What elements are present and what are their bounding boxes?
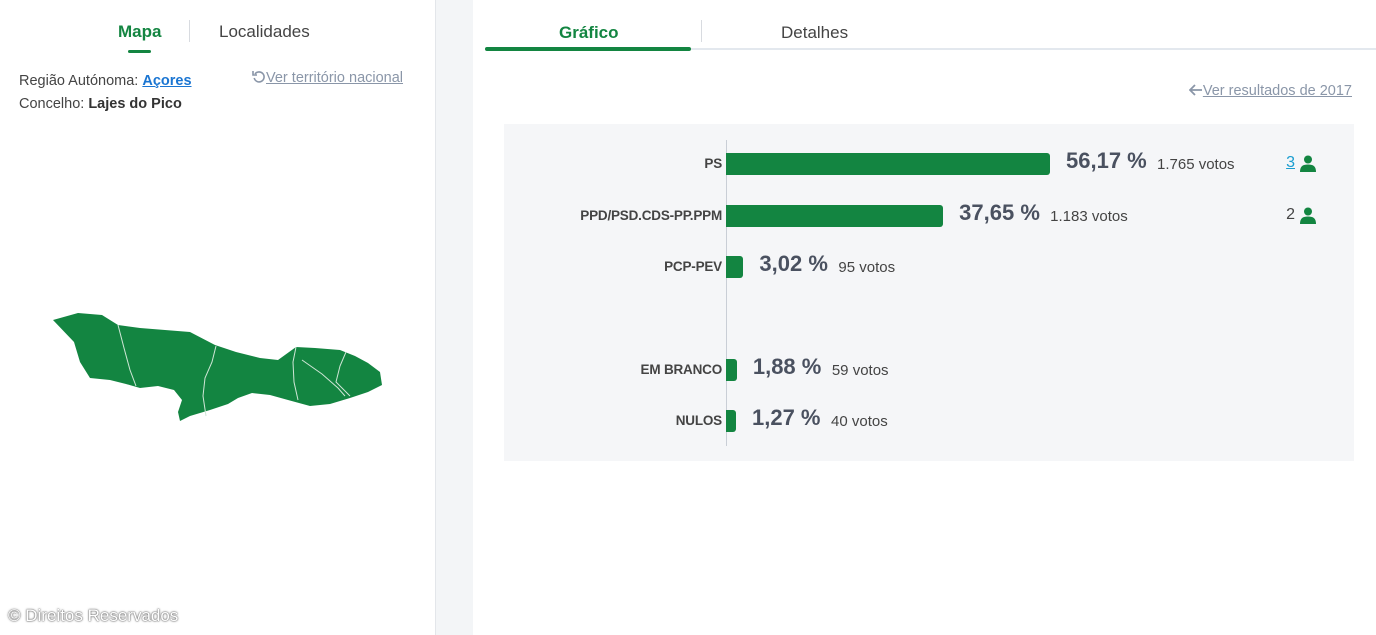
map-border xyxy=(301,359,346,397)
results-chart: PS 56,17 % 1.765 votos 3 PPD/PSD.CDS-PP.PPM 3… xyxy=(504,124,1354,461)
bar xyxy=(726,359,737,381)
chart-row: EM BRANCO 1,88 % 59 votos xyxy=(504,354,1354,382)
left-panel: Mapa Localidades Região Autónoma: Açores… xyxy=(0,0,435,635)
ver-territorio-nacional-link[interactable]: Ver território nacional xyxy=(252,70,403,86)
map-region[interactable] xyxy=(53,313,382,421)
person-icon xyxy=(1300,207,1316,224)
person-icon xyxy=(1300,155,1316,172)
region-line: Região Autónoma: Açores xyxy=(19,70,192,93)
left-tabs: Mapa Localidades xyxy=(0,20,435,54)
bar-label: EM BRANCO xyxy=(640,362,723,377)
seats-count[interactable]: 3 xyxy=(1286,154,1316,172)
chart-row: NULOS 1,27 % 40 votos xyxy=(504,405,1354,433)
bar xyxy=(726,256,744,278)
map-border xyxy=(292,346,299,401)
location-info: Região Autónoma: Açores Concelho: Lajes … xyxy=(19,70,192,116)
bar-votes-label: 59 votos xyxy=(831,362,889,379)
bar-label: PCP-PEV xyxy=(664,259,722,274)
panel-gutter xyxy=(435,0,473,635)
tab-detalhes[interactable]: Detalhes xyxy=(781,23,849,42)
ver-resultados-label: Ver resultados de 2017 xyxy=(1202,83,1352,99)
concelho-line: Concelho: Lajes do Pico xyxy=(19,93,192,116)
tab-grafico[interactable]: Gráfico xyxy=(559,23,619,42)
right-panel: Gráfico Detalhes Ver resultados de 2017 … xyxy=(474,0,1376,635)
chart-row: PCP-PEV 3,02 % 95 votos xyxy=(504,251,1354,279)
tab-mapa[interactable]: Mapa xyxy=(118,22,162,53)
bar xyxy=(726,410,736,432)
map-border xyxy=(202,345,217,417)
bar-votes-label: 1.183 votos xyxy=(1050,208,1128,225)
map-border xyxy=(117,324,137,387)
right-tabs: Gráfico Detalhes xyxy=(485,18,1376,51)
bar-label: PS xyxy=(704,156,722,171)
bar-value-label: 1,88 % xyxy=(752,354,822,379)
bar-votes-label: 1.765 votos xyxy=(1157,156,1235,173)
tab-localidades[interactable]: Localidades xyxy=(219,22,310,41)
bar-value-label: 3,02 % xyxy=(759,251,828,276)
bar-value-label: 1,27 % xyxy=(752,405,821,430)
tab-underline xyxy=(485,47,691,51)
reset-icon xyxy=(252,71,265,83)
chart-axis xyxy=(726,140,727,446)
seats-number: 2 xyxy=(1286,206,1295,223)
bar xyxy=(726,205,944,227)
bar-label: PPD/PSD.CDS-PP.PPM xyxy=(580,208,722,223)
bar xyxy=(726,153,1050,175)
chart-row: PS 56,17 % 1.765 votos 3 xyxy=(504,148,1354,176)
ver-resultados-2017-link[interactable]: Ver resultados de 2017 xyxy=(1188,83,1352,99)
bar-value-label: 37,65 % xyxy=(959,200,1040,225)
concelho-map xyxy=(53,313,382,421)
bar-value-label: 56,17 % xyxy=(1066,148,1147,173)
map-border xyxy=(335,351,351,397)
arrow-left-icon xyxy=(1188,84,1202,96)
seats-number[interactable]: 3 xyxy=(1286,154,1295,171)
bar-label: NULOS xyxy=(675,413,722,428)
concelho-value: Lajes do Pico xyxy=(88,96,182,112)
tab-separator xyxy=(189,20,190,42)
region-link[interactable]: Açores xyxy=(142,73,192,89)
seats-count: 2 xyxy=(1286,206,1316,224)
tab-separator xyxy=(701,20,702,42)
chart-row: PPD/PSD.CDS-PP.PPM 37,65 % 1.183 votos 2 xyxy=(504,200,1354,228)
ver-territorio-nacional-label: Ver território nacional xyxy=(266,70,404,86)
bar-votes-label: 95 votos xyxy=(838,259,896,276)
copyright: © Direitos Reservados xyxy=(8,606,179,625)
region-label: Região Autónoma: xyxy=(19,73,139,89)
bar-votes-label: 40 votos xyxy=(831,413,888,430)
concelho-label: Concelho: xyxy=(19,96,85,112)
